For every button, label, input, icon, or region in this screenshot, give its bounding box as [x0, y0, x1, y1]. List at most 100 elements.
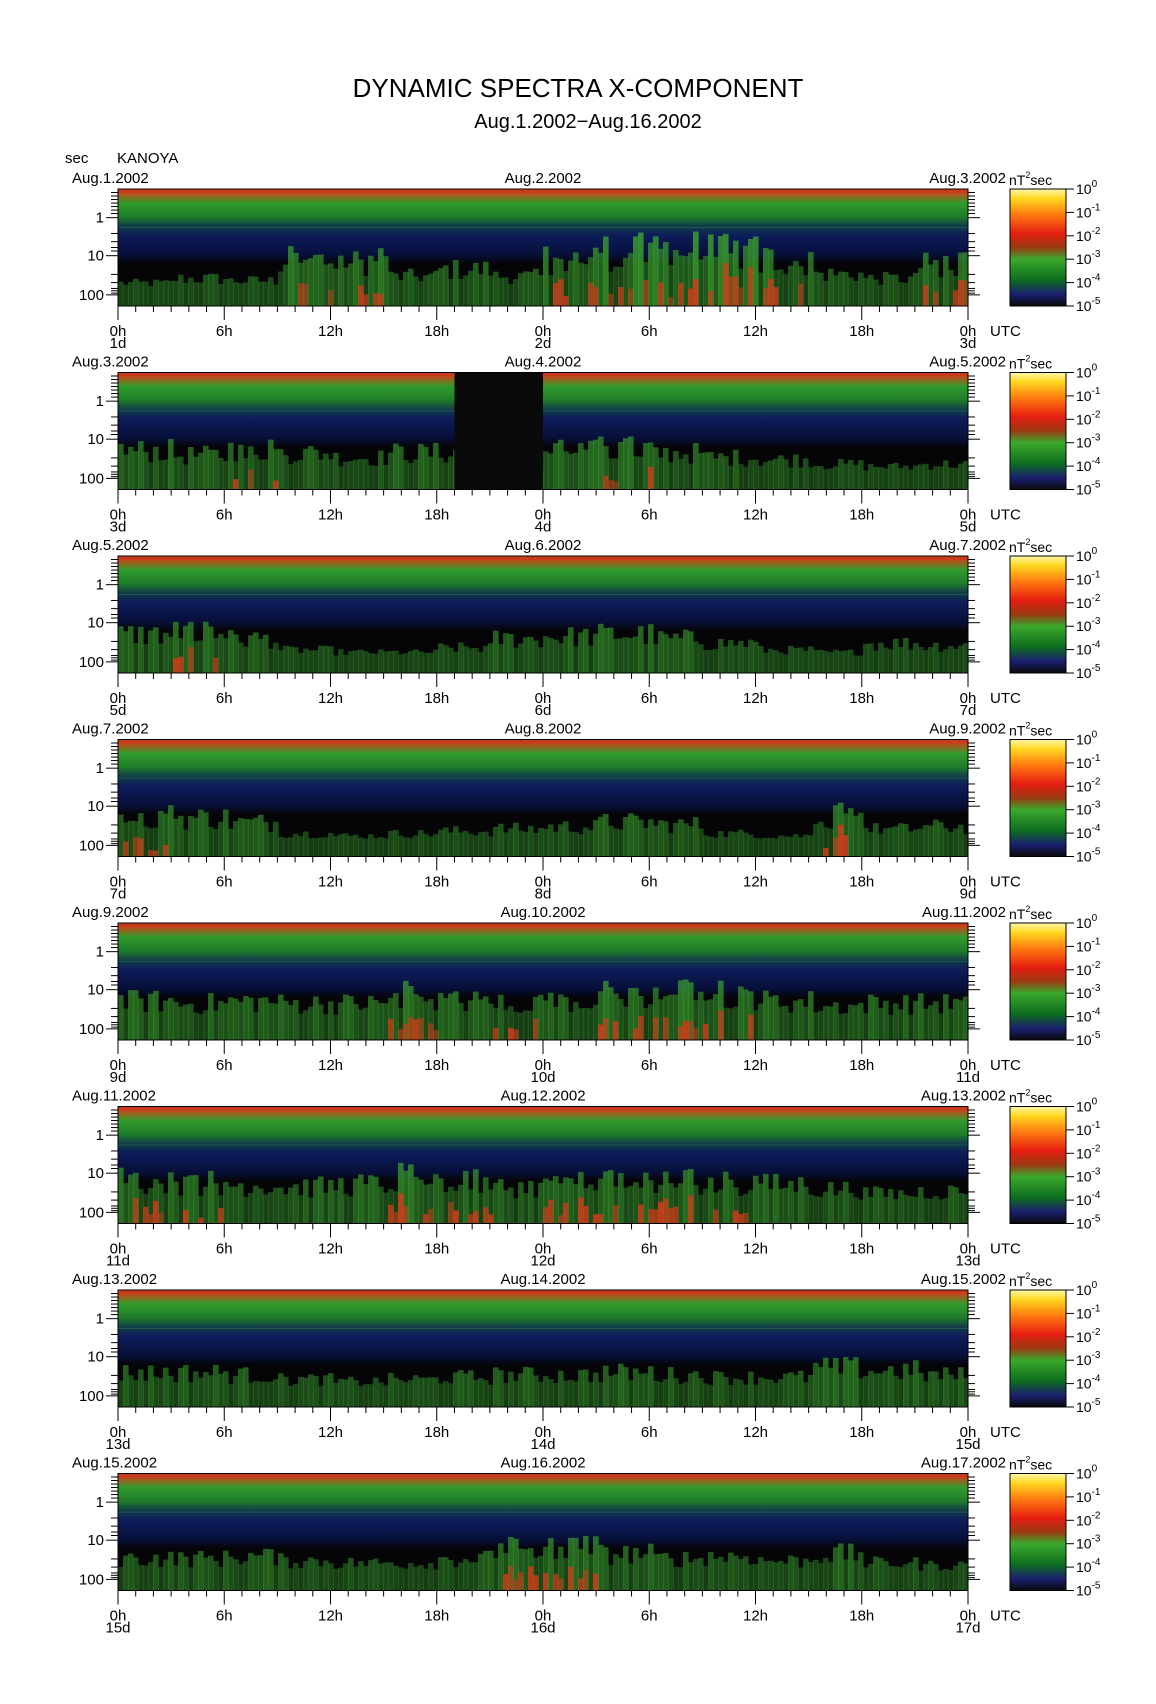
activity-column	[963, 996, 969, 1040]
activity-column	[623, 1546, 629, 1591]
activity-column	[118, 995, 124, 1040]
activity-column	[513, 1011, 519, 1040]
activity-column	[488, 643, 494, 673]
activity-column	[193, 1175, 199, 1224]
activity-column	[748, 1564, 754, 1591]
activity-peak	[578, 1578, 584, 1591]
activity-column	[238, 1368, 244, 1407]
activity-column	[923, 1008, 929, 1040]
activity-column	[353, 459, 359, 490]
activity-column	[723, 1561, 729, 1591]
activity-column	[283, 837, 289, 857]
y-tick-label: 1	[96, 210, 104, 227]
activity-column	[183, 829, 189, 857]
activity-column	[338, 1178, 344, 1224]
activity-column	[943, 460, 949, 490]
colorbar-tick-label: 10-3	[1076, 800, 1101, 818]
activity-peak	[748, 1014, 754, 1040]
activity-peak	[533, 1575, 539, 1591]
activity-column	[738, 640, 744, 673]
activity-column	[473, 263, 479, 306]
activity-column	[783, 459, 789, 490]
activity-column	[563, 1557, 569, 1591]
activity-column	[813, 1362, 819, 1407]
panel-right-date: Aug.3.2002	[929, 170, 1006, 187]
activity-column	[453, 1567, 459, 1591]
activity-column	[488, 1189, 494, 1224]
activity-column	[418, 1377, 424, 1407]
x-tick-label: 18h	[424, 874, 449, 891]
activity-column	[883, 1561, 889, 1591]
activity-column	[293, 1184, 299, 1224]
activity-column	[328, 263, 334, 306]
activity-column	[963, 1563, 969, 1591]
activity-column	[938, 466, 944, 490]
x-tick-label: 0h	[535, 874, 552, 891]
activity-column	[428, 999, 434, 1040]
activity-column	[538, 647, 544, 673]
activity-column	[223, 279, 229, 306]
activity-column	[123, 822, 129, 857]
activity-peak	[298, 283, 304, 306]
activity-column	[568, 627, 574, 673]
colorbar-tick-label: 10-3	[1076, 1167, 1101, 1185]
activity-column	[213, 1183, 219, 1224]
activity-column	[238, 818, 244, 857]
x-tick-label: 18h	[849, 507, 874, 524]
activity-column	[313, 837, 319, 857]
activity-column	[303, 831, 309, 857]
activity-column	[203, 621, 209, 673]
activity-column	[168, 636, 174, 673]
activity-column	[208, 993, 214, 1040]
activity-column	[738, 829, 744, 857]
activity-column	[393, 1191, 399, 1224]
activity-peak	[448, 1202, 454, 1224]
colorbar-tick-label: 10-4	[1076, 1190, 1101, 1208]
activity-column	[563, 1380, 569, 1407]
colorbar-tick-label: 100	[1076, 1280, 1098, 1298]
activity-column	[503, 633, 509, 673]
activity-column	[583, 1008, 589, 1040]
activity-column	[408, 1562, 414, 1591]
activity-column	[718, 236, 724, 306]
activity-column	[468, 1000, 474, 1040]
activity-column	[283, 1557, 289, 1591]
activity-column	[953, 1379, 959, 1407]
activity-column	[813, 271, 819, 306]
activity-column	[318, 254, 324, 306]
activity-peak	[403, 1023, 409, 1040]
x-tick-label: 18h	[849, 690, 874, 707]
activity-column	[153, 279, 159, 306]
day-label: 9d	[110, 1069, 127, 1086]
activity-column	[123, 284, 129, 306]
activity-column	[458, 1562, 464, 1591]
activity-column	[753, 641, 759, 673]
activity-peak	[148, 1214, 154, 1224]
activity-column	[473, 1169, 479, 1224]
colorbar-tick-label: 10-5	[1076, 1214, 1101, 1232]
activity-column	[498, 1370, 504, 1407]
x-tick-label: 0h	[960, 323, 977, 340]
activity-column	[828, 1006, 834, 1040]
activity-column	[303, 448, 309, 490]
activity-column	[553, 1383, 559, 1407]
activity-column	[278, 650, 284, 673]
colorbar	[1009, 1473, 1067, 1591]
x-tick-label: 6h	[641, 1241, 658, 1258]
activity-column	[583, 1535, 589, 1591]
activity-column	[768, 249, 774, 306]
activity-column	[133, 278, 139, 306]
activity-column	[243, 1196, 249, 1224]
activity-column	[703, 835, 709, 857]
activity-column	[923, 463, 929, 490]
activity-column	[233, 998, 239, 1040]
colorbar-tick-label: 100	[1076, 546, 1098, 564]
activity-column	[808, 1562, 814, 1591]
activity-column	[383, 651, 389, 673]
activity-column	[608, 627, 614, 673]
activity-column	[523, 1010, 529, 1040]
activity-column	[123, 1008, 129, 1040]
activity-column	[828, 468, 834, 490]
activity-peak	[568, 1566, 574, 1591]
activity-column	[633, 1548, 639, 1591]
